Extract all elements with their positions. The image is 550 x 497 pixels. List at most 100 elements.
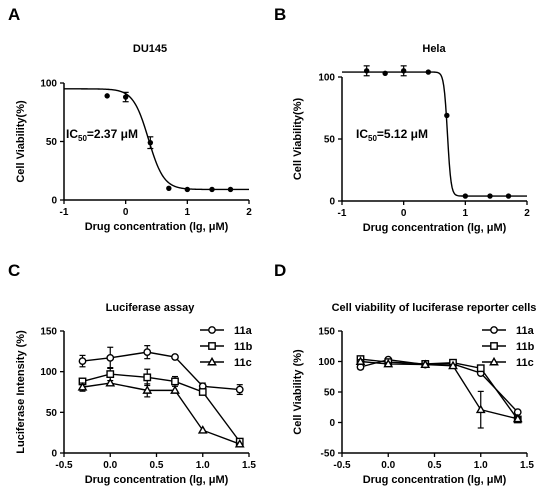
data-point	[363, 68, 370, 74]
data-point	[143, 373, 152, 382]
data-point	[106, 370, 115, 379]
y-tick-label: 0	[329, 197, 335, 208]
y-tick-label: 150	[40, 327, 57, 338]
x-tick-label: 1.0	[474, 460, 488, 471]
y-tick-label: -50	[321, 449, 336, 460]
data-point	[425, 69, 432, 75]
panel-letter: D	[274, 261, 286, 280]
x-tick-label: -1	[338, 208, 347, 219]
series-11a	[78, 345, 244, 396]
x-tick-label: 1.5	[520, 460, 534, 471]
x-axis-label: Drug concentration (lg, μM)	[363, 474, 507, 486]
data-point	[400, 68, 407, 74]
y-axis-label: Cell Viability (%)	[292, 349, 304, 435]
chart-panel-d: D Cell viability of luciferase reporter c…	[274, 261, 536, 486]
data-point	[383, 358, 394, 368]
data-point	[487, 193, 493, 199]
data-point	[234, 438, 245, 448]
data-point	[448, 360, 458, 370]
x-tick-label: 2	[524, 208, 530, 219]
x-tick-label: -0.5	[55, 460, 73, 471]
panel-letter: B	[274, 5, 286, 24]
y-tick-label: 100	[318, 357, 335, 368]
y-tick-label: 0	[51, 449, 57, 460]
data-point	[77, 382, 88, 391]
data-point	[505, 193, 512, 199]
legend-marker	[207, 356, 217, 366]
legend-label: 11c	[516, 357, 534, 369]
data-point	[420, 359, 431, 369]
y-tick-label: 100	[318, 73, 335, 84]
y-tick-label: 100	[40, 79, 57, 90]
data-point	[209, 186, 215, 193]
x-tick-label: 1.5	[242, 460, 256, 471]
fit-curve	[64, 88, 249, 191]
data-point	[142, 385, 153, 394]
y-tick-label: 150	[318, 327, 335, 338]
series-line	[82, 382, 240, 445]
series-line	[360, 358, 519, 413]
data-point	[78, 357, 87, 365]
data-point	[227, 186, 234, 193]
data-point	[106, 353, 115, 362]
y-tick-label: 0	[329, 418, 335, 429]
legend-label: 11c	[234, 357, 252, 369]
legend-marker	[490, 326, 498, 334]
data-point	[476, 364, 485, 373]
panel-letter: C	[8, 261, 20, 280]
legend-label: 11a	[516, 325, 535, 337]
series-11b	[78, 367, 244, 446]
series-11b	[356, 355, 522, 424]
x-tick-label: 0	[401, 208, 407, 219]
y-tick-label: 100	[40, 367, 57, 378]
data-point	[147, 139, 154, 146]
legend-label: 11b	[516, 341, 535, 353]
fit-curve	[342, 71, 527, 197]
data-point	[143, 348, 152, 357]
x-tick-label: 0	[123, 207, 129, 218]
chart-title: Cell viability of luciferase reporter ce…	[332, 302, 537, 314]
panel-letter: A	[8, 5, 20, 24]
x-tick-label: 1	[185, 207, 191, 218]
chart-title: DU145	[133, 43, 167, 55]
y-tick-label: 0	[51, 196, 57, 207]
x-tick-label: 0.0	[381, 460, 395, 471]
series-points-0	[363, 65, 512, 199]
chart-panel-c: C Luciferase assay 0 50 100 150 -0.5 0.0 0.5 1.0 1…	[8, 261, 256, 486]
series-line	[360, 360, 518, 420]
legend-marker	[208, 326, 216, 334]
data-point	[184, 186, 191, 193]
chart-title: Hela	[422, 43, 446, 55]
x-axis-label: Drug concentration (lg, μM)	[85, 474, 229, 486]
legend-marker	[208, 342, 216, 350]
series-11c	[355, 356, 523, 429]
data-point	[105, 377, 116, 387]
data-point	[122, 94, 129, 100]
y-tick-label: 50	[324, 135, 336, 146]
data-point	[235, 385, 244, 394]
x-tick-label: 0.5	[428, 460, 442, 471]
x-axis-label: Drug concentration (lg, μM)	[363, 222, 507, 234]
legend-label: 11b	[234, 341, 253, 353]
data-point	[382, 70, 388, 76]
y-tick-label: 50	[46, 408, 58, 419]
x-tick-label: 0.5	[150, 460, 164, 471]
series-line	[82, 351, 240, 391]
data-point	[171, 377, 179, 386]
chart-title: Luciferase assay	[106, 302, 196, 314]
series-11c	[77, 377, 245, 448]
legend-marker	[489, 356, 499, 366]
data-point	[512, 413, 523, 423]
ic50-annotation: IC50=2.37 μM	[66, 127, 138, 143]
legend-label: 11a	[234, 325, 253, 337]
x-tick-label: -0.5	[333, 460, 351, 471]
data-point	[475, 404, 486, 414]
y-axis-label: Luciferase Intensity (%)	[15, 330, 27, 454]
y-axis-label: Cell Viability(%)	[292, 98, 304, 181]
x-tick-label: 1.0	[196, 460, 210, 471]
y-tick-label: 50	[324, 388, 336, 399]
x-tick-label: 1	[463, 208, 469, 219]
